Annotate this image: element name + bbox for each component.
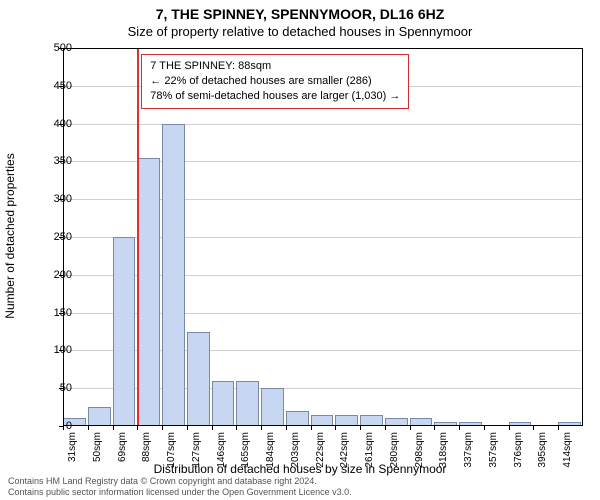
xtick-mark — [162, 426, 163, 430]
ytick-mark — [59, 350, 63, 351]
plot-area: 7 THE SPINNEY: 88sqm ← 22% of detached h… — [63, 48, 583, 426]
xtick-mark — [459, 426, 460, 430]
footer-line-2: Contains public sector information licen… — [8, 487, 592, 498]
x-axis-label: Distribution of detached houses by size … — [0, 462, 600, 476]
xtick-mark — [187, 426, 188, 430]
xtick-mark — [335, 426, 336, 430]
ytick-mark — [59, 275, 63, 276]
chart-subtitle: Size of property relative to detached ho… — [0, 24, 600, 39]
footer-line-1: Contains HM Land Registry data © Crown c… — [8, 476, 592, 487]
xtick-mark — [212, 426, 213, 430]
y-axis-label: Number of detached properties — [3, 153, 17, 318]
xtick-mark — [113, 426, 114, 430]
attribution-footer: Contains HM Land Registry data © Crown c… — [8, 476, 592, 499]
xtick-mark — [311, 426, 312, 430]
ytick-mark — [59, 313, 63, 314]
xtick-label: 31sqm — [67, 432, 78, 462]
ytick-mark — [59, 86, 63, 87]
chart-title: 7, THE SPINNEY, SPENNYMOOR, DL16 6HZ — [0, 6, 600, 22]
xtick-mark — [137, 426, 138, 430]
xtick-label: 50sqm — [92, 432, 103, 462]
xtick-mark — [261, 426, 262, 430]
ytick-mark — [59, 237, 63, 238]
ytick-label: 0 — [66, 420, 72, 432]
axis-border — [63, 48, 583, 426]
xtick-mark — [286, 426, 287, 430]
xtick-label: 69sqm — [117, 432, 128, 462]
xtick-mark — [558, 426, 559, 430]
xtick-mark — [63, 426, 64, 430]
xtick-mark — [484, 426, 485, 430]
xtick-mark — [385, 426, 386, 430]
xtick-mark — [88, 426, 89, 430]
xtick-mark — [533, 426, 534, 430]
ytick-mark — [59, 48, 63, 49]
ytick-mark — [59, 199, 63, 200]
xtick-mark — [410, 426, 411, 430]
ytick-mark — [59, 388, 63, 389]
ytick-mark — [59, 161, 63, 162]
xtick-label: 88sqm — [141, 432, 152, 462]
xtick-mark — [434, 426, 435, 430]
xtick-mark — [236, 426, 237, 430]
xtick-mark — [360, 426, 361, 430]
xtick-mark — [509, 426, 510, 430]
ytick-mark — [59, 124, 63, 125]
ytick-mark — [59, 426, 63, 427]
